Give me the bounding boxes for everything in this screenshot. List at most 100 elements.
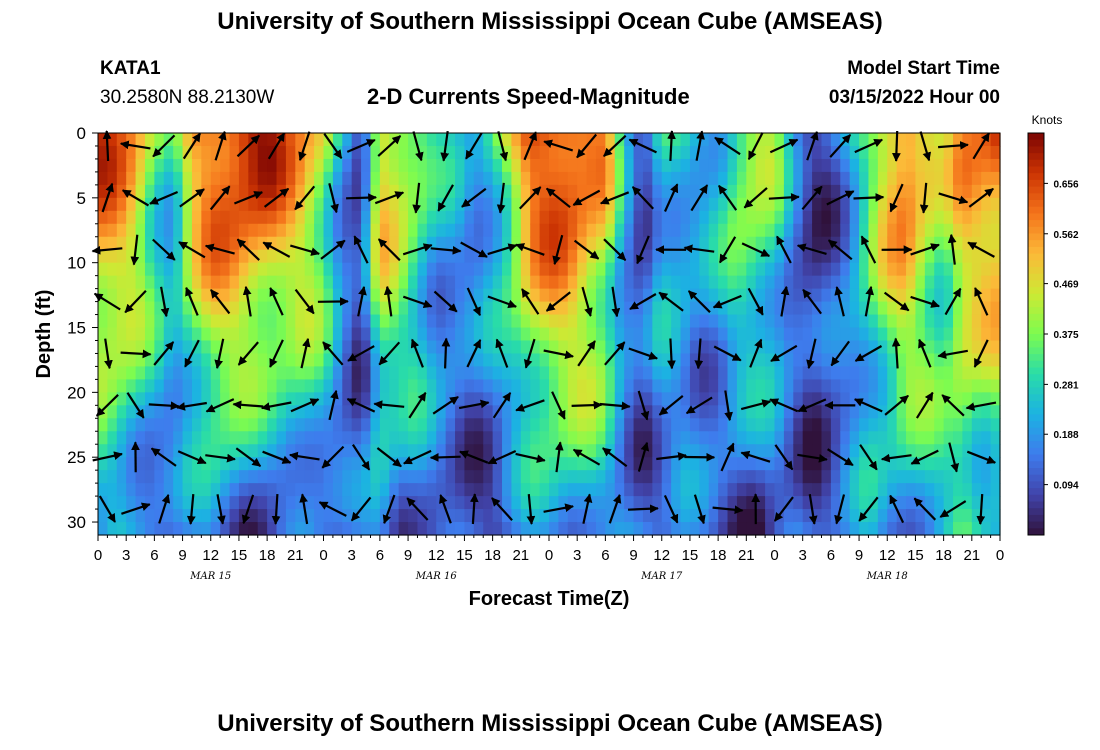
heatmap-cell xyxy=(652,379,663,393)
heatmap-cell xyxy=(379,327,390,342)
heatmap-cell xyxy=(727,133,738,147)
heatmap-cell xyxy=(859,197,870,212)
heatmap-cell xyxy=(248,301,259,316)
current-arrow xyxy=(939,500,967,518)
heatmap-cell xyxy=(182,262,193,277)
heatmap-cell xyxy=(746,509,757,523)
colorbar-segment xyxy=(1028,307,1044,315)
heatmap-cell xyxy=(520,171,531,186)
heatmap-cell xyxy=(483,340,494,355)
heatmap-cell xyxy=(314,133,325,147)
heatmap-cell xyxy=(436,457,447,471)
heatmap-cell xyxy=(793,249,804,264)
heatmap-cell xyxy=(154,457,165,471)
heatmap-cell xyxy=(351,262,362,277)
heatmap-cell xyxy=(577,171,588,186)
heatmap-cell xyxy=(455,236,466,251)
heatmap-cell xyxy=(765,158,776,173)
heatmap-cell xyxy=(126,133,137,147)
heatmap-cell xyxy=(342,249,353,264)
heatmap-cell xyxy=(267,405,278,419)
colorbar-segment xyxy=(1028,521,1044,529)
heatmap-cell xyxy=(595,275,606,290)
heatmap-cell xyxy=(135,301,146,316)
heatmap-cell xyxy=(755,327,766,342)
heatmap-cell xyxy=(680,522,691,536)
heatmap-cell xyxy=(361,353,372,368)
heatmap-cell xyxy=(389,223,400,238)
heatmap-cell xyxy=(567,301,578,316)
heatmap-cell xyxy=(586,197,597,212)
heatmap-cell xyxy=(116,158,127,173)
heatmap-cell xyxy=(295,392,306,406)
heatmap-cell xyxy=(943,353,954,368)
heatmap-cell xyxy=(859,483,870,497)
heatmap-cell xyxy=(812,223,823,238)
heatmap-cell xyxy=(323,431,334,445)
heatmap-cell xyxy=(502,275,513,290)
heatmap-cell xyxy=(953,444,964,458)
heatmap-cell xyxy=(539,133,550,147)
heatmap-cell xyxy=(492,210,503,225)
heatmap-cell xyxy=(135,418,146,432)
heatmap-cell xyxy=(163,223,174,238)
heatmap-cell xyxy=(614,236,625,251)
heatmap-cell xyxy=(877,392,888,406)
heatmap-cell xyxy=(830,522,841,536)
heatmap-cell xyxy=(370,249,381,264)
heatmap-cell xyxy=(144,444,155,458)
heatmap-cell xyxy=(633,457,644,471)
heatmap-cell xyxy=(539,457,550,471)
heatmap-cell xyxy=(821,457,832,471)
heatmap-cell xyxy=(182,197,193,212)
heatmap-cell xyxy=(201,236,212,251)
heatmap-cell xyxy=(144,418,155,432)
heatmap-cell xyxy=(680,353,691,368)
heatmap-cell xyxy=(849,249,860,264)
heatmap-cell xyxy=(924,457,935,471)
heatmap-cell xyxy=(304,444,315,458)
heatmap-cell xyxy=(98,509,108,523)
heatmap-cell xyxy=(191,236,202,251)
heatmap-cell xyxy=(765,431,776,445)
heatmap-cell xyxy=(370,457,381,471)
heatmap-cell xyxy=(116,171,127,186)
heatmap-cell xyxy=(191,171,202,186)
current-arrow xyxy=(938,141,969,150)
current-arrow xyxy=(487,449,517,465)
heatmap-cell xyxy=(812,457,823,471)
heatmap-cell xyxy=(586,158,597,173)
heatmap-cell xyxy=(680,210,691,225)
heatmap-cell xyxy=(699,210,710,225)
heatmap-cell xyxy=(436,431,447,445)
heatmap-cell xyxy=(530,314,541,329)
heatmap-cell xyxy=(426,444,437,458)
heatmap-cell xyxy=(389,470,400,484)
heatmap-cell xyxy=(624,457,635,471)
heatmap-cell xyxy=(727,171,738,186)
heatmap-cell xyxy=(633,418,644,432)
heatmap-cell xyxy=(549,275,559,290)
heatmap-cell xyxy=(98,353,108,368)
current-arrow xyxy=(889,183,904,213)
heatmap-cell xyxy=(953,314,964,329)
heatmap-cell xyxy=(389,275,400,290)
heatmap-cell xyxy=(680,483,691,497)
current-arrow xyxy=(294,288,315,315)
current-arrow xyxy=(603,238,627,261)
heatmap-cell xyxy=(595,197,606,212)
heatmap-cell xyxy=(126,496,137,510)
heatmap-cell xyxy=(558,366,569,380)
heatmap-cell xyxy=(98,457,108,471)
heatmap-cell xyxy=(906,197,917,212)
heatmap-cell xyxy=(887,353,898,368)
heatmap-cell xyxy=(445,431,456,445)
heatmap-cell xyxy=(689,158,700,173)
heatmap-cell xyxy=(323,262,334,277)
heatmap-cell xyxy=(351,145,362,160)
heatmap-cell xyxy=(473,470,484,484)
heatmap-cell xyxy=(915,379,926,393)
heatmap-cell xyxy=(549,197,559,212)
current-arrow xyxy=(353,235,369,264)
heatmap-cell xyxy=(708,133,719,147)
